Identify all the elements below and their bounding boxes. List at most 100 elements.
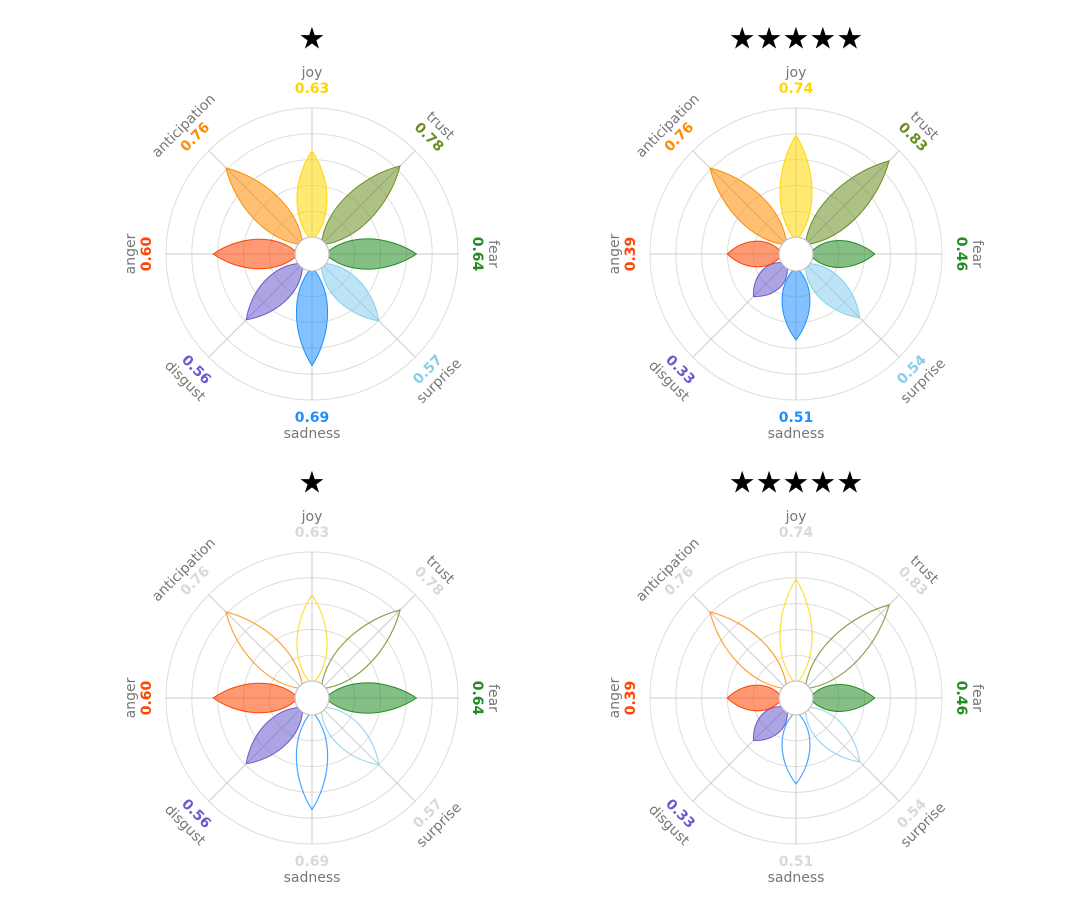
category-label: anger — [607, 677, 623, 718]
value-label: 0.63 — [295, 525, 330, 541]
label-anger: anger 0.39 — [607, 233, 639, 274]
value-label: 0.51 — [779, 854, 814, 870]
petal-fear — [808, 684, 876, 712]
value-label: 0.69 — [295, 410, 330, 426]
category-label: sadness — [284, 426, 341, 442]
petal-disgust — [245, 262, 304, 321]
spoke-surprise — [323, 709, 416, 802]
category-label: joy — [785, 65, 807, 81]
category-label: fear — [969, 684, 985, 712]
label-anger: anger 0.60 — [123, 233, 155, 274]
center-hole — [294, 236, 330, 272]
petal-disgust — [752, 262, 788, 298]
label-anger: anger 0.60 — [123, 677, 155, 718]
value-label: 0.74 — [779, 525, 814, 541]
radar-panel-4: ★★★★★joy0.74trust0.83fear0.46surprise0.5… — [607, 466, 985, 887]
spoke-trust — [807, 594, 900, 687]
petal-anticipation — [225, 167, 304, 246]
label-anger: anger 0.39 — [607, 677, 639, 718]
petal-trust — [804, 160, 890, 246]
radar-panel-3: ★joy0.63trust0.78fear0.64surprise0.57sad… — [123, 466, 501, 887]
category-label: joy — [301, 509, 323, 525]
petal-surprise — [320, 262, 380, 322]
petal-sadness — [781, 710, 811, 785]
category-label: joy — [785, 509, 807, 525]
category-label: sadness — [768, 426, 825, 442]
value-label: 0.64 — [469, 681, 485, 716]
chart-title: ★ — [299, 466, 326, 501]
category-label: sadness — [284, 870, 341, 886]
petal-trust — [804, 604, 890, 690]
petal-joy — [779, 578, 813, 686]
chart-title: ★ — [299, 22, 326, 57]
category-label: anger — [123, 677, 139, 718]
chart-title: ★★★★★ — [729, 22, 863, 57]
petal-joy — [296, 593, 328, 686]
petal-sadness — [781, 266, 811, 341]
petal-anticipation — [709, 611, 788, 690]
value-label: 0.69 — [295, 854, 330, 870]
petal-joy — [296, 150, 328, 242]
petal-anger — [726, 240, 784, 268]
radar-panel-1: ★joy0.63trust0.78fear0.64surprise0.57sad… — [123, 22, 501, 443]
value-label: 0.39 — [623, 681, 639, 716]
petal-joy — [779, 134, 813, 242]
radar-panel-2: ★★★★★joy0.74trust0.83fear0.46surprise0.5… — [607, 22, 985, 443]
petal-sadness — [295, 710, 329, 811]
value-label: 0.46 — [953, 237, 969, 272]
petal-anger — [212, 238, 300, 270]
petal-anger — [726, 684, 784, 712]
petal-anticipation — [709, 167, 788, 246]
category-label: fear — [485, 240, 501, 268]
petal-surprise — [320, 706, 380, 766]
category-label: fear — [969, 240, 985, 268]
petal-anger — [212, 682, 300, 714]
petal-fear — [324, 682, 418, 714]
petal-fear — [808, 240, 876, 268]
value-label: 0.46 — [953, 681, 969, 716]
category-label: joy — [301, 65, 323, 81]
value-label: 0.74 — [779, 81, 814, 97]
petal-trust — [320, 609, 401, 690]
category-label: sadness — [768, 870, 825, 886]
category-label: fear — [485, 684, 501, 712]
center-hole — [778, 680, 814, 716]
center-hole — [294, 680, 330, 716]
chart-title: ★★★★★ — [729, 466, 863, 501]
category-label: anger — [607, 233, 623, 274]
value-label: 0.51 — [779, 410, 814, 426]
spoke-anticipation — [692, 594, 785, 687]
value-label: 0.60 — [139, 680, 155, 715]
spoke-surprise — [807, 709, 900, 802]
category-label: anger — [123, 233, 139, 274]
petal-surprise — [804, 262, 861, 319]
center-hole — [778, 236, 814, 272]
petal-trust — [320, 165, 401, 246]
petal-disgust — [752, 706, 788, 742]
spoke-trust — [323, 594, 416, 687]
petal-anticipation — [225, 611, 304, 690]
petal-surprise — [804, 706, 861, 763]
value-label: 0.63 — [295, 81, 330, 97]
spoke-anticipation — [208, 594, 301, 687]
value-label: 0.64 — [469, 237, 485, 272]
petal-sadness — [295, 266, 329, 367]
value-label: 0.39 — [623, 237, 639, 272]
value-label: 0.60 — [139, 236, 155, 271]
